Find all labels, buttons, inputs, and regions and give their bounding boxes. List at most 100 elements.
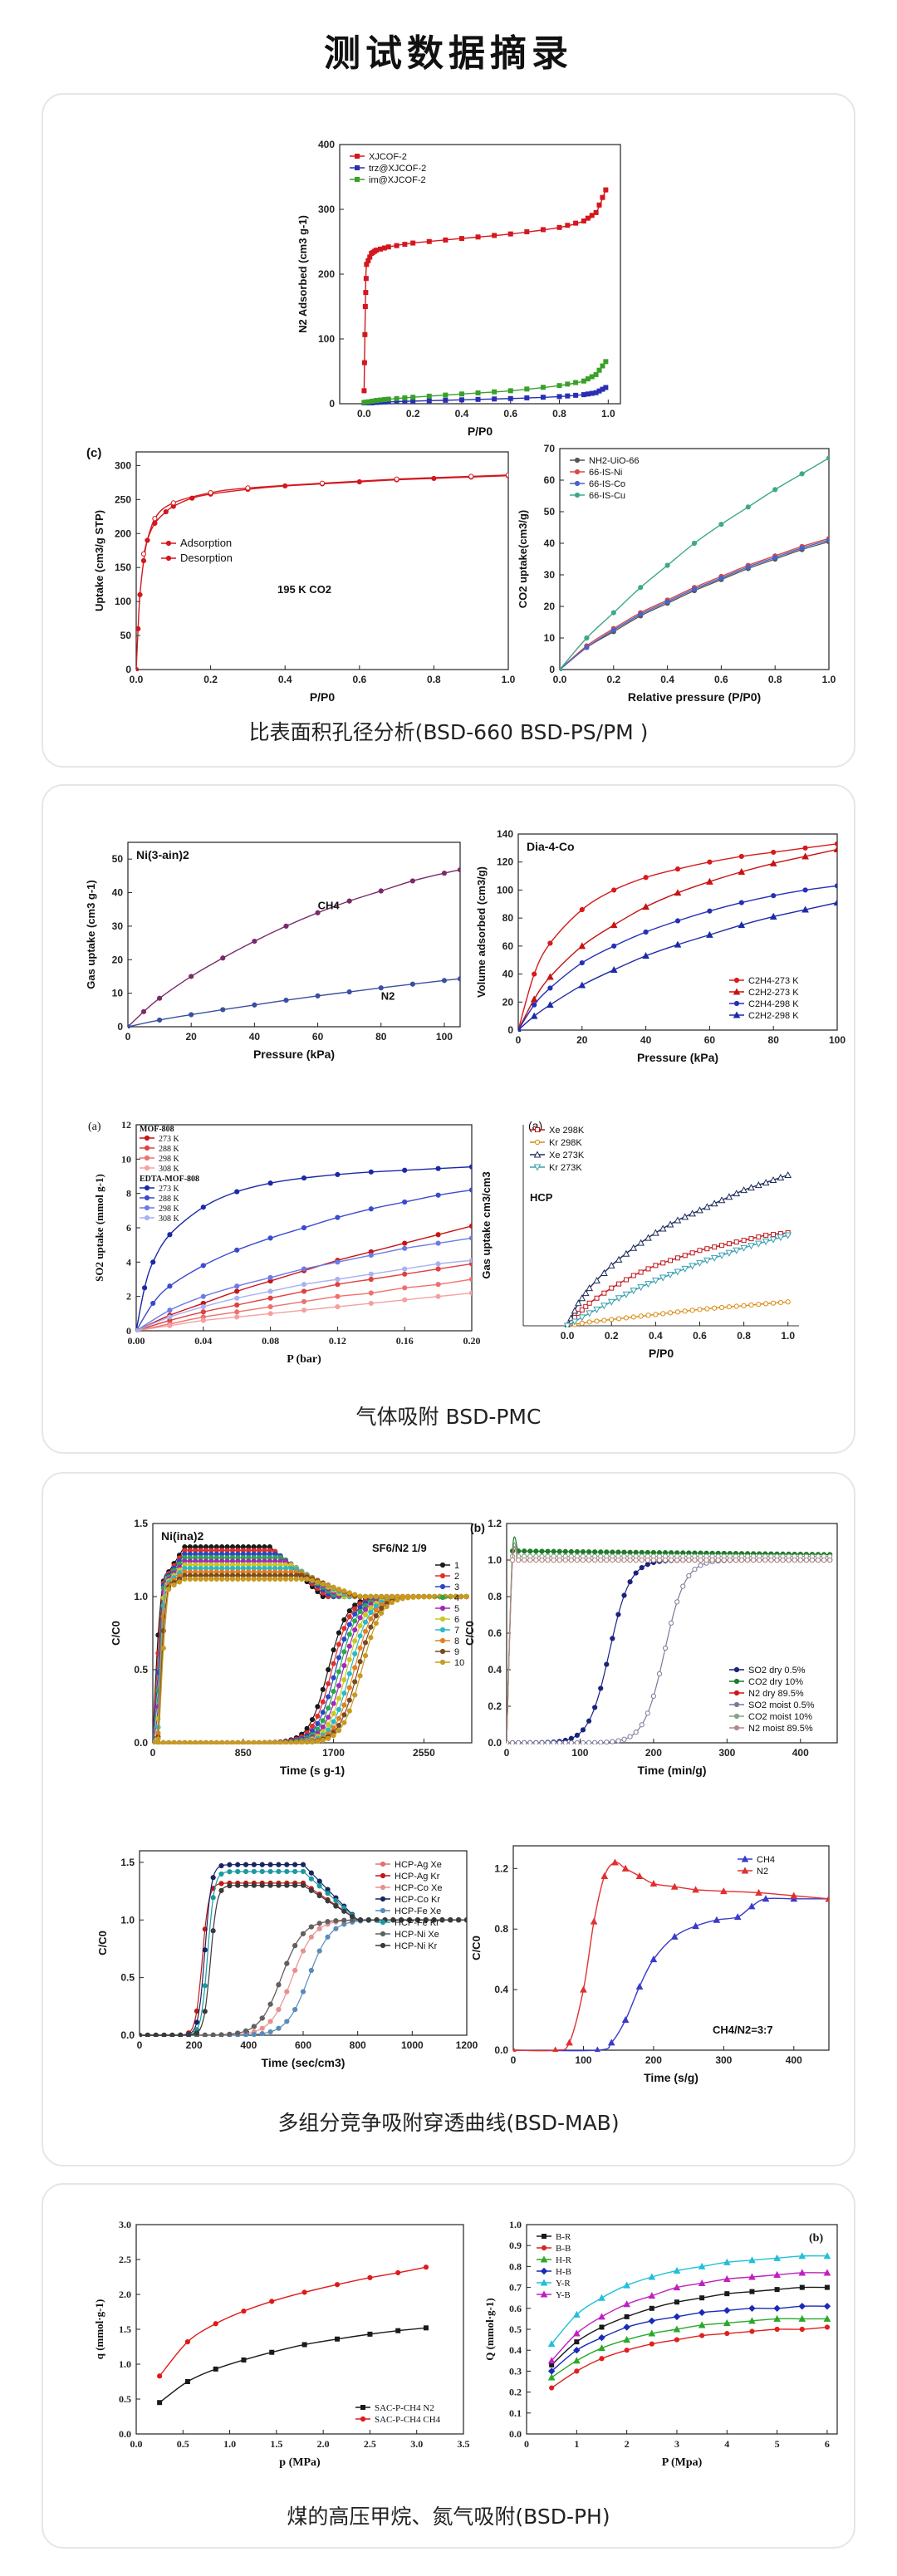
series-298-k-point <box>368 1252 374 1259</box>
series-so2-moist-0-5--point <box>604 1739 610 1744</box>
series-1-point <box>346 1608 352 1614</box>
y-tick-label: 0.0 <box>488 1737 502 1749</box>
series-xe-298k-point <box>623 1277 629 1283</box>
series-n2-point <box>378 985 384 991</box>
series-sac-p-ch4-ch4-point <box>269 2299 275 2304</box>
legend-marker <box>144 1195 150 1201</box>
series-298-k-point <box>368 1290 374 1296</box>
series-3-line <box>153 1596 467 1744</box>
series-273-k-point <box>402 1240 408 1246</box>
y-tick-label: 0 <box>507 1024 513 1036</box>
section-card-coal: 0.0 0.5 1.0 1.5 2.0 2.5 3.0 3.5 0.0 0.5 1.0 1.5 2.0 2… <box>42 2183 855 2549</box>
y-axis-label: C/C0 <box>96 1931 109 1955</box>
series-n2-moist-89-5--point <box>545 1557 551 1563</box>
series-66-is-co-line <box>560 539 829 670</box>
series-kr-273k-point <box>645 1281 652 1288</box>
series-hcp-co-xe-point <box>284 1989 290 1995</box>
series-2-point <box>315 1713 321 1719</box>
series-kr-273k-point <box>777 1234 785 1242</box>
series-hcp-ni-xe-point <box>251 2024 257 2029</box>
series-298-k-point <box>301 1298 307 1304</box>
series-273-k-point <box>301 1175 307 1181</box>
y-tick-label: 1.5 <box>134 1518 148 1529</box>
series-xe-298k-point <box>609 1285 615 1291</box>
series-hcp-fe-kr-point <box>284 1868 290 1875</box>
series-hcp-fe-kr-point <box>325 1891 331 1896</box>
series-adsorption-point <box>140 557 147 564</box>
series-c2h2-273-k-point <box>578 942 586 949</box>
series-c2h4-298-k-point <box>643 929 649 935</box>
y-axis-label: q (mmol·g-1) <box>93 2299 105 2360</box>
series-so2-moist-0-5--point <box>627 1734 633 1739</box>
series-h-r-point <box>823 2314 831 2322</box>
series-so2-moist-0-5--point <box>568 1739 574 1744</box>
legend-marker <box>360 2405 365 2410</box>
series-xe-298k-point <box>601 1290 607 1296</box>
series-10-point <box>379 1593 385 1600</box>
series-n2-point <box>156 1017 163 1023</box>
plot-frame <box>127 841 461 1028</box>
series-xe-298k-point <box>741 1238 747 1244</box>
series-hcp-ni-kr-point <box>140 2032 143 2037</box>
series-b-b-point <box>799 2326 805 2333</box>
series-hcp-fe-kr-point <box>333 1897 339 1904</box>
legend-marker <box>733 1678 740 1685</box>
series-co2-dry-10--point <box>586 1549 592 1555</box>
series-n2-moist-89-5--point <box>727 1557 733 1563</box>
series-n2-line <box>128 978 460 1028</box>
y-tick-label: 0.7 <box>509 2282 522 2294</box>
series-298-k-point <box>234 1309 240 1315</box>
series-n2-moist-89-5--point <box>562 1557 568 1563</box>
series-8-point <box>352 1665 358 1671</box>
series-308-k-point <box>136 1327 140 1332</box>
series-10-point <box>389 1600 395 1606</box>
x-tick-label: 1 <box>574 2438 579 2450</box>
series-298-k-point <box>267 1303 273 1310</box>
series-273-k-point <box>200 1205 206 1210</box>
series-so2-dry-0-5--point <box>627 1579 633 1585</box>
series-hcp-ni-xe-point <box>292 1943 298 1949</box>
x-tick-label: 40 <box>640 1034 652 1046</box>
series-1-point <box>331 1647 336 1653</box>
series-308-k-point <box>335 1276 341 1283</box>
series-so2-dry-0-5--point <box>639 1565 645 1571</box>
series-b-b-point <box>699 2333 705 2338</box>
series-xjcof-2-point <box>507 231 513 237</box>
x-tick-label: 1.0 <box>822 674 836 685</box>
series-xe-298k-point <box>733 1239 739 1245</box>
series-n2-moist-89-5--point <box>610 1557 615 1563</box>
series-trz-xjcof-2-point <box>492 396 498 402</box>
legend-marker <box>144 1155 150 1161</box>
series-sac-p-ch4-n2-point <box>241 2357 247 2363</box>
legend-marker <box>439 1562 446 1568</box>
series-hcp-ni-xe-point <box>210 2032 216 2037</box>
series-6-line <box>153 1596 467 1744</box>
series-hcp-ni-kr-point <box>169 2032 175 2037</box>
y-tick-label: 60 <box>544 474 556 486</box>
series-n2-moist-89-5--point <box>757 1557 762 1563</box>
legend-marker <box>380 1942 386 1949</box>
series-trz-xjcof-2-point <box>573 392 579 398</box>
y-tick-label: 0.0 <box>509 2428 522 2440</box>
legend-marker <box>540 2279 548 2286</box>
series-xe-273k-point <box>703 1203 711 1210</box>
series-h-r-point <box>698 2321 706 2328</box>
series-kr-273k-point <box>652 1278 659 1285</box>
series-n2-point <box>315 993 321 999</box>
x-tick-label: 2.5 <box>364 2438 376 2450</box>
legend-marker <box>733 1000 740 1007</box>
y-tick-label: 1.0 <box>134 1591 148 1602</box>
series-10-point <box>357 1593 363 1599</box>
series-273-k-point <box>234 1189 240 1195</box>
series-66-is-co-point <box>799 545 805 551</box>
legend-marker <box>733 977 740 984</box>
series-hcp-fe-xe-point <box>284 2019 290 2024</box>
series-xjcof-2-point <box>475 234 481 240</box>
series-adsorption-point <box>163 508 169 515</box>
series-so2-dry-0-5--point <box>580 1727 586 1733</box>
plot-frame <box>512 1845 830 2051</box>
series-c2h2-273-k-point <box>833 845 837 853</box>
series-so2-moist-0-5--point <box>698 1563 703 1568</box>
series-b-b-point <box>649 2341 654 2347</box>
series-298-k-point <box>301 1266 307 1272</box>
